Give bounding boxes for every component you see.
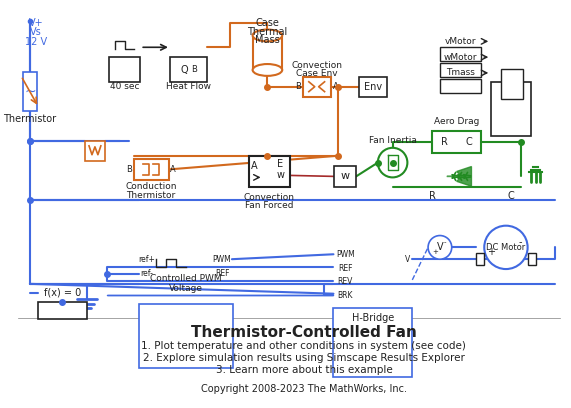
Text: wMotor: wMotor <box>444 53 477 62</box>
FancyBboxPatch shape <box>23 72 37 111</box>
Text: 2. Explore simulation results using Simscape Results Explorer: 2. Explore simulation results using Sims… <box>143 353 465 363</box>
Text: -: - <box>444 239 446 246</box>
Text: Controlled PWM: Controlled PWM <box>150 275 222 284</box>
FancyBboxPatch shape <box>134 159 169 180</box>
Text: A: A <box>332 82 338 91</box>
FancyBboxPatch shape <box>359 77 387 97</box>
Text: C: C <box>465 137 472 147</box>
Text: Fan Inertia: Fan Inertia <box>369 136 416 145</box>
FancyBboxPatch shape <box>303 77 331 97</box>
Text: Q: Q <box>181 65 188 75</box>
Text: Thermistor-Controlled Fan: Thermistor-Controlled Fan <box>191 325 417 339</box>
Text: Case Env: Case Env <box>296 69 337 78</box>
Text: Vs: Vs <box>30 27 42 38</box>
Text: PWM: PWM <box>336 250 355 259</box>
FancyBboxPatch shape <box>476 253 484 265</box>
FancyBboxPatch shape <box>85 141 105 161</box>
Text: E: E <box>277 159 283 169</box>
Text: Aero Drag: Aero Drag <box>434 117 479 126</box>
Text: B: B <box>127 165 132 174</box>
Polygon shape <box>447 166 472 186</box>
Text: R: R <box>441 137 448 147</box>
Text: ref-: ref- <box>140 269 154 279</box>
Ellipse shape <box>252 64 282 76</box>
Text: +: + <box>487 247 495 257</box>
Text: REV: REV <box>337 277 353 286</box>
Text: w: w <box>341 171 350 182</box>
Text: w: w <box>276 171 284 180</box>
FancyBboxPatch shape <box>440 63 481 77</box>
FancyBboxPatch shape <box>432 131 481 153</box>
FancyBboxPatch shape <box>440 79 481 93</box>
Text: Fan Forced: Fan Forced <box>245 202 293 211</box>
Text: V: V <box>405 255 410 264</box>
FancyBboxPatch shape <box>333 308 412 377</box>
Text: PWM: PWM <box>213 255 231 264</box>
Text: Convection: Convection <box>291 60 342 69</box>
Text: +: + <box>432 249 438 255</box>
Text: Mass: Mass <box>255 35 280 45</box>
FancyBboxPatch shape <box>139 304 233 368</box>
Text: H-Bridge: H-Bridge <box>352 313 394 323</box>
Text: Tmass: Tmass <box>446 69 475 78</box>
Text: DC Motor: DC Motor <box>486 243 525 252</box>
FancyBboxPatch shape <box>501 69 522 99</box>
FancyBboxPatch shape <box>170 57 207 82</box>
Text: Thermistor: Thermistor <box>3 114 57 124</box>
Text: Voltage: Voltage <box>168 284 203 293</box>
Text: A: A <box>251 161 258 171</box>
Text: V: V <box>437 242 443 253</box>
Circle shape <box>378 148 407 177</box>
Circle shape <box>428 235 452 259</box>
Text: REF: REF <box>215 269 230 279</box>
Text: B: B <box>191 65 198 74</box>
Circle shape <box>484 226 528 269</box>
Text: Case: Case <box>255 18 279 28</box>
Text: B: B <box>295 82 301 91</box>
Text: -: - <box>519 237 522 247</box>
Text: f(x) = 0: f(x) = 0 <box>44 288 81 298</box>
Text: 3. Learn more about this example: 3. Learn more about this example <box>215 365 392 375</box>
Text: Heat Flow: Heat Flow <box>166 82 211 91</box>
Text: ~: ~ <box>24 84 36 99</box>
FancyBboxPatch shape <box>108 57 140 82</box>
Text: Copyright 2008-2023 The MathWorks, Inc.: Copyright 2008-2023 The MathWorks, Inc. <box>201 384 407 394</box>
Text: ref+: ref+ <box>139 255 156 264</box>
Text: 12 V: 12 V <box>25 38 47 47</box>
FancyBboxPatch shape <box>335 166 356 187</box>
Ellipse shape <box>252 29 282 41</box>
Text: 1. Plot temperature and other conditions in system (see code): 1. Plot temperature and other conditions… <box>142 341 467 351</box>
Text: V+: V+ <box>29 18 43 28</box>
Text: BRK: BRK <box>337 291 353 300</box>
Text: REF: REF <box>338 264 352 273</box>
Text: Conduction: Conduction <box>126 182 177 191</box>
Text: Convection: Convection <box>244 193 295 202</box>
Text: Env: Env <box>364 82 382 92</box>
Text: R: R <box>429 191 436 201</box>
FancyBboxPatch shape <box>38 302 87 319</box>
FancyBboxPatch shape <box>440 47 481 61</box>
Text: 40 sec: 40 sec <box>110 82 139 91</box>
FancyBboxPatch shape <box>528 253 536 265</box>
FancyBboxPatch shape <box>249 156 290 187</box>
Text: A: A <box>170 165 176 174</box>
FancyBboxPatch shape <box>491 82 530 136</box>
Text: vMotor: vMotor <box>445 37 476 46</box>
Text: C: C <box>508 191 514 201</box>
Text: Thermal: Thermal <box>247 27 288 36</box>
Text: Thermistor: Thermistor <box>127 191 176 200</box>
